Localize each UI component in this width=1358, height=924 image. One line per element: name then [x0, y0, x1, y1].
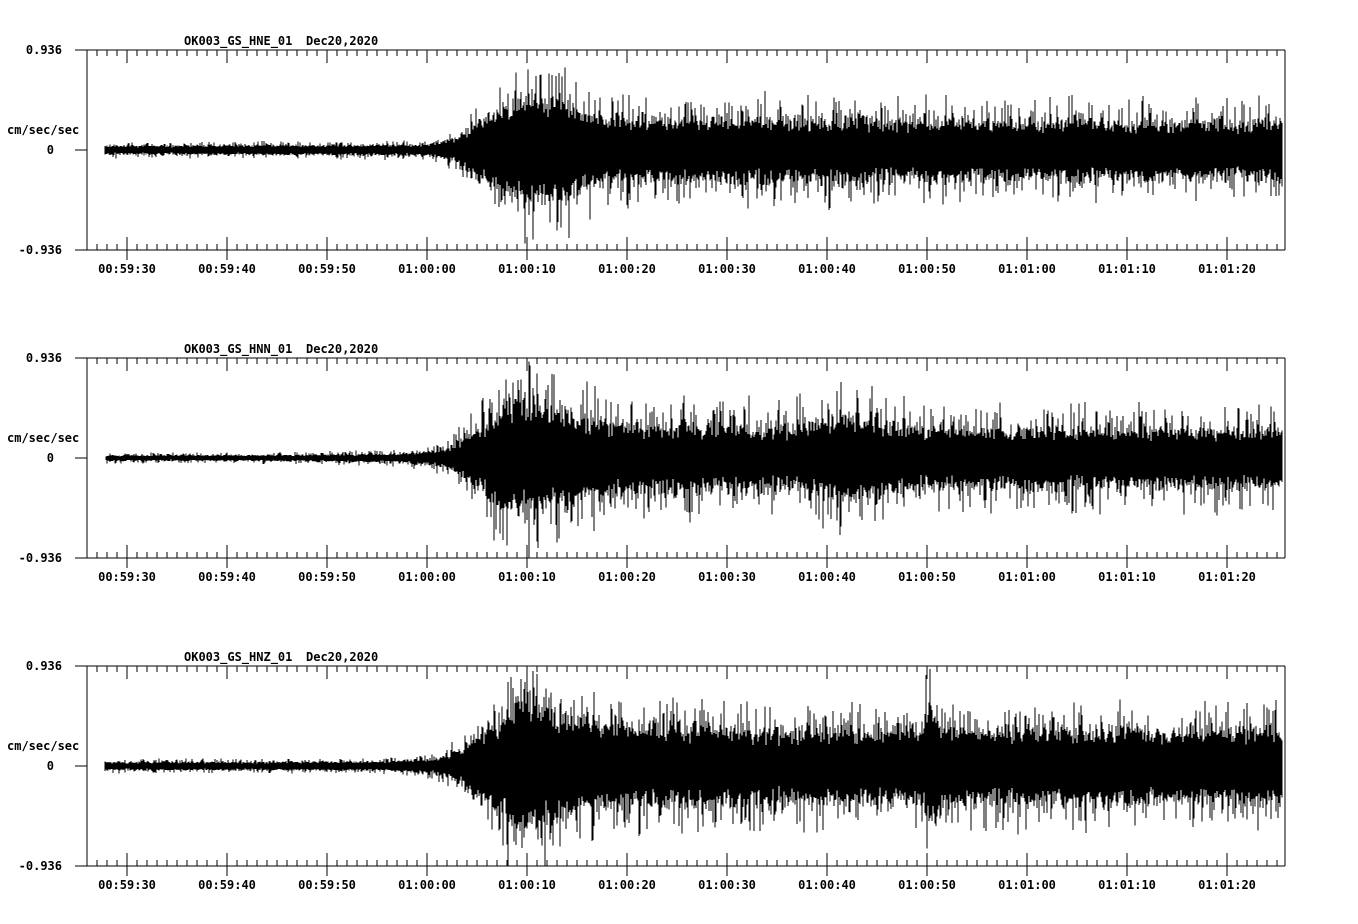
- x-tick-label: 01:00:50: [898, 878, 956, 892]
- x-tick-label: 01:00:50: [898, 262, 956, 276]
- x-tick-label: 01:01:20: [1198, 262, 1256, 276]
- x-tick-label: 00:59:50: [298, 262, 356, 276]
- y-axis-unit-label: cm/sec/sec: [7, 739, 79, 753]
- seismogram-panel-hnn: OK003_GS_HNN_01 Dec20,2020 0.936 0 -0.936 cm/…: [7, 342, 1286, 584]
- time-axis-ticks: [86, 50, 1278, 260]
- x-tick-label: 01:01:00: [998, 262, 1056, 276]
- x-tick-label: 00:59:50: [298, 570, 356, 584]
- x-tick-label: 01:01:10: [1098, 570, 1156, 584]
- x-tick-label: 01:00:20: [598, 262, 656, 276]
- y-axis-unit-label: cm/sec/sec: [7, 123, 79, 137]
- panel-title-id: OK003_GS_HNZ_01: [184, 650, 292, 665]
- x-tick-label: 01:00:10: [498, 262, 556, 276]
- panel-title-date: Dec20,2020: [306, 650, 378, 664]
- axis-frame: [75, 665, 1286, 867]
- x-tick-label: 01:00:50: [898, 570, 956, 584]
- y-tick-label-zero: 0: [47, 759, 54, 773]
- x-tick-label: 01:00:00: [398, 262, 456, 276]
- x-tick-label: 01:00:20: [598, 570, 656, 584]
- x-tick-label: 00:59:40: [198, 262, 256, 276]
- x-tick-label: 00:59:30: [98, 570, 156, 584]
- axis-frame: [75, 357, 1286, 559]
- panel-title-id: OK003_GS_HNN_01: [184, 342, 292, 357]
- y-tick-label-min: -0.936: [19, 551, 62, 565]
- x-tick-label: 01:00:40: [798, 262, 856, 276]
- x-tick-label: 00:59:40: [198, 878, 256, 892]
- y-axis-unit-label: cm/sec/sec: [7, 431, 79, 445]
- x-tick-label: 00:59:50: [298, 878, 356, 892]
- x-tick-label: 01:00:00: [398, 878, 456, 892]
- y-tick-label-min: -0.936: [19, 859, 62, 873]
- x-tick-label: 01:01:20: [1198, 878, 1256, 892]
- y-tick-label-max: 0.936: [26, 351, 62, 365]
- x-tick-label: 01:00:40: [798, 878, 856, 892]
- x-tick-label: 00:59:30: [98, 262, 156, 276]
- waveform-trace-hnn: [105, 361, 1283, 558]
- panel-title-id: OK003_GS_HNE_01: [184, 34, 292, 49]
- x-tick-label: 01:00:40: [798, 570, 856, 584]
- x-tick-label: 01:01:00: [998, 570, 1056, 584]
- x-tick-label: 01:00:30: [698, 878, 756, 892]
- panel-title-date: Dec20,2020: [306, 34, 378, 48]
- x-tick-label: 01:00:30: [698, 262, 756, 276]
- x-tick-label: 01:00:10: [498, 570, 556, 584]
- axis-frame: [75, 49, 1286, 251]
- y-tick-label-max: 0.936: [26, 43, 62, 57]
- y-tick-label-min: -0.936: [19, 243, 62, 257]
- waveform-trace-hnz: [104, 666, 1283, 866]
- time-axis-ticks: [86, 666, 1278, 876]
- x-tick-label: 01:00:30: [698, 570, 756, 584]
- seismogram-panel-hnz: OK003_GS_HNZ_01 Dec20,2020 0.936 0 -0.936 cm/…: [7, 650, 1286, 892]
- y-tick-label-zero: 0: [47, 143, 54, 157]
- x-tick-label: 01:00:00: [398, 570, 456, 584]
- seismogram-panel-hne: OK003_GS_HNE_01 Dec20,2020 0.936 0 -0.936 cm/…: [7, 34, 1286, 276]
- x-tick-label: 00:59:40: [198, 570, 256, 584]
- x-tick-label: 01:00:20: [598, 878, 656, 892]
- x-tick-label: 01:01:00: [998, 878, 1056, 892]
- y-tick-label-max: 0.936: [26, 659, 62, 673]
- x-tick-label: 01:01:10: [1098, 262, 1156, 276]
- waveform-trace-hne: [104, 67, 1283, 244]
- panel-title-date: Dec20,2020: [306, 342, 378, 356]
- x-tick-label: 01:01:10: [1098, 878, 1156, 892]
- y-tick-label-zero: 0: [47, 451, 54, 465]
- time-axis-ticks: [86, 358, 1278, 568]
- x-tick-label: 00:59:30: [98, 878, 156, 892]
- x-tick-label: 01:01:20: [1198, 570, 1256, 584]
- x-tick-label: 01:00:10: [498, 878, 556, 892]
